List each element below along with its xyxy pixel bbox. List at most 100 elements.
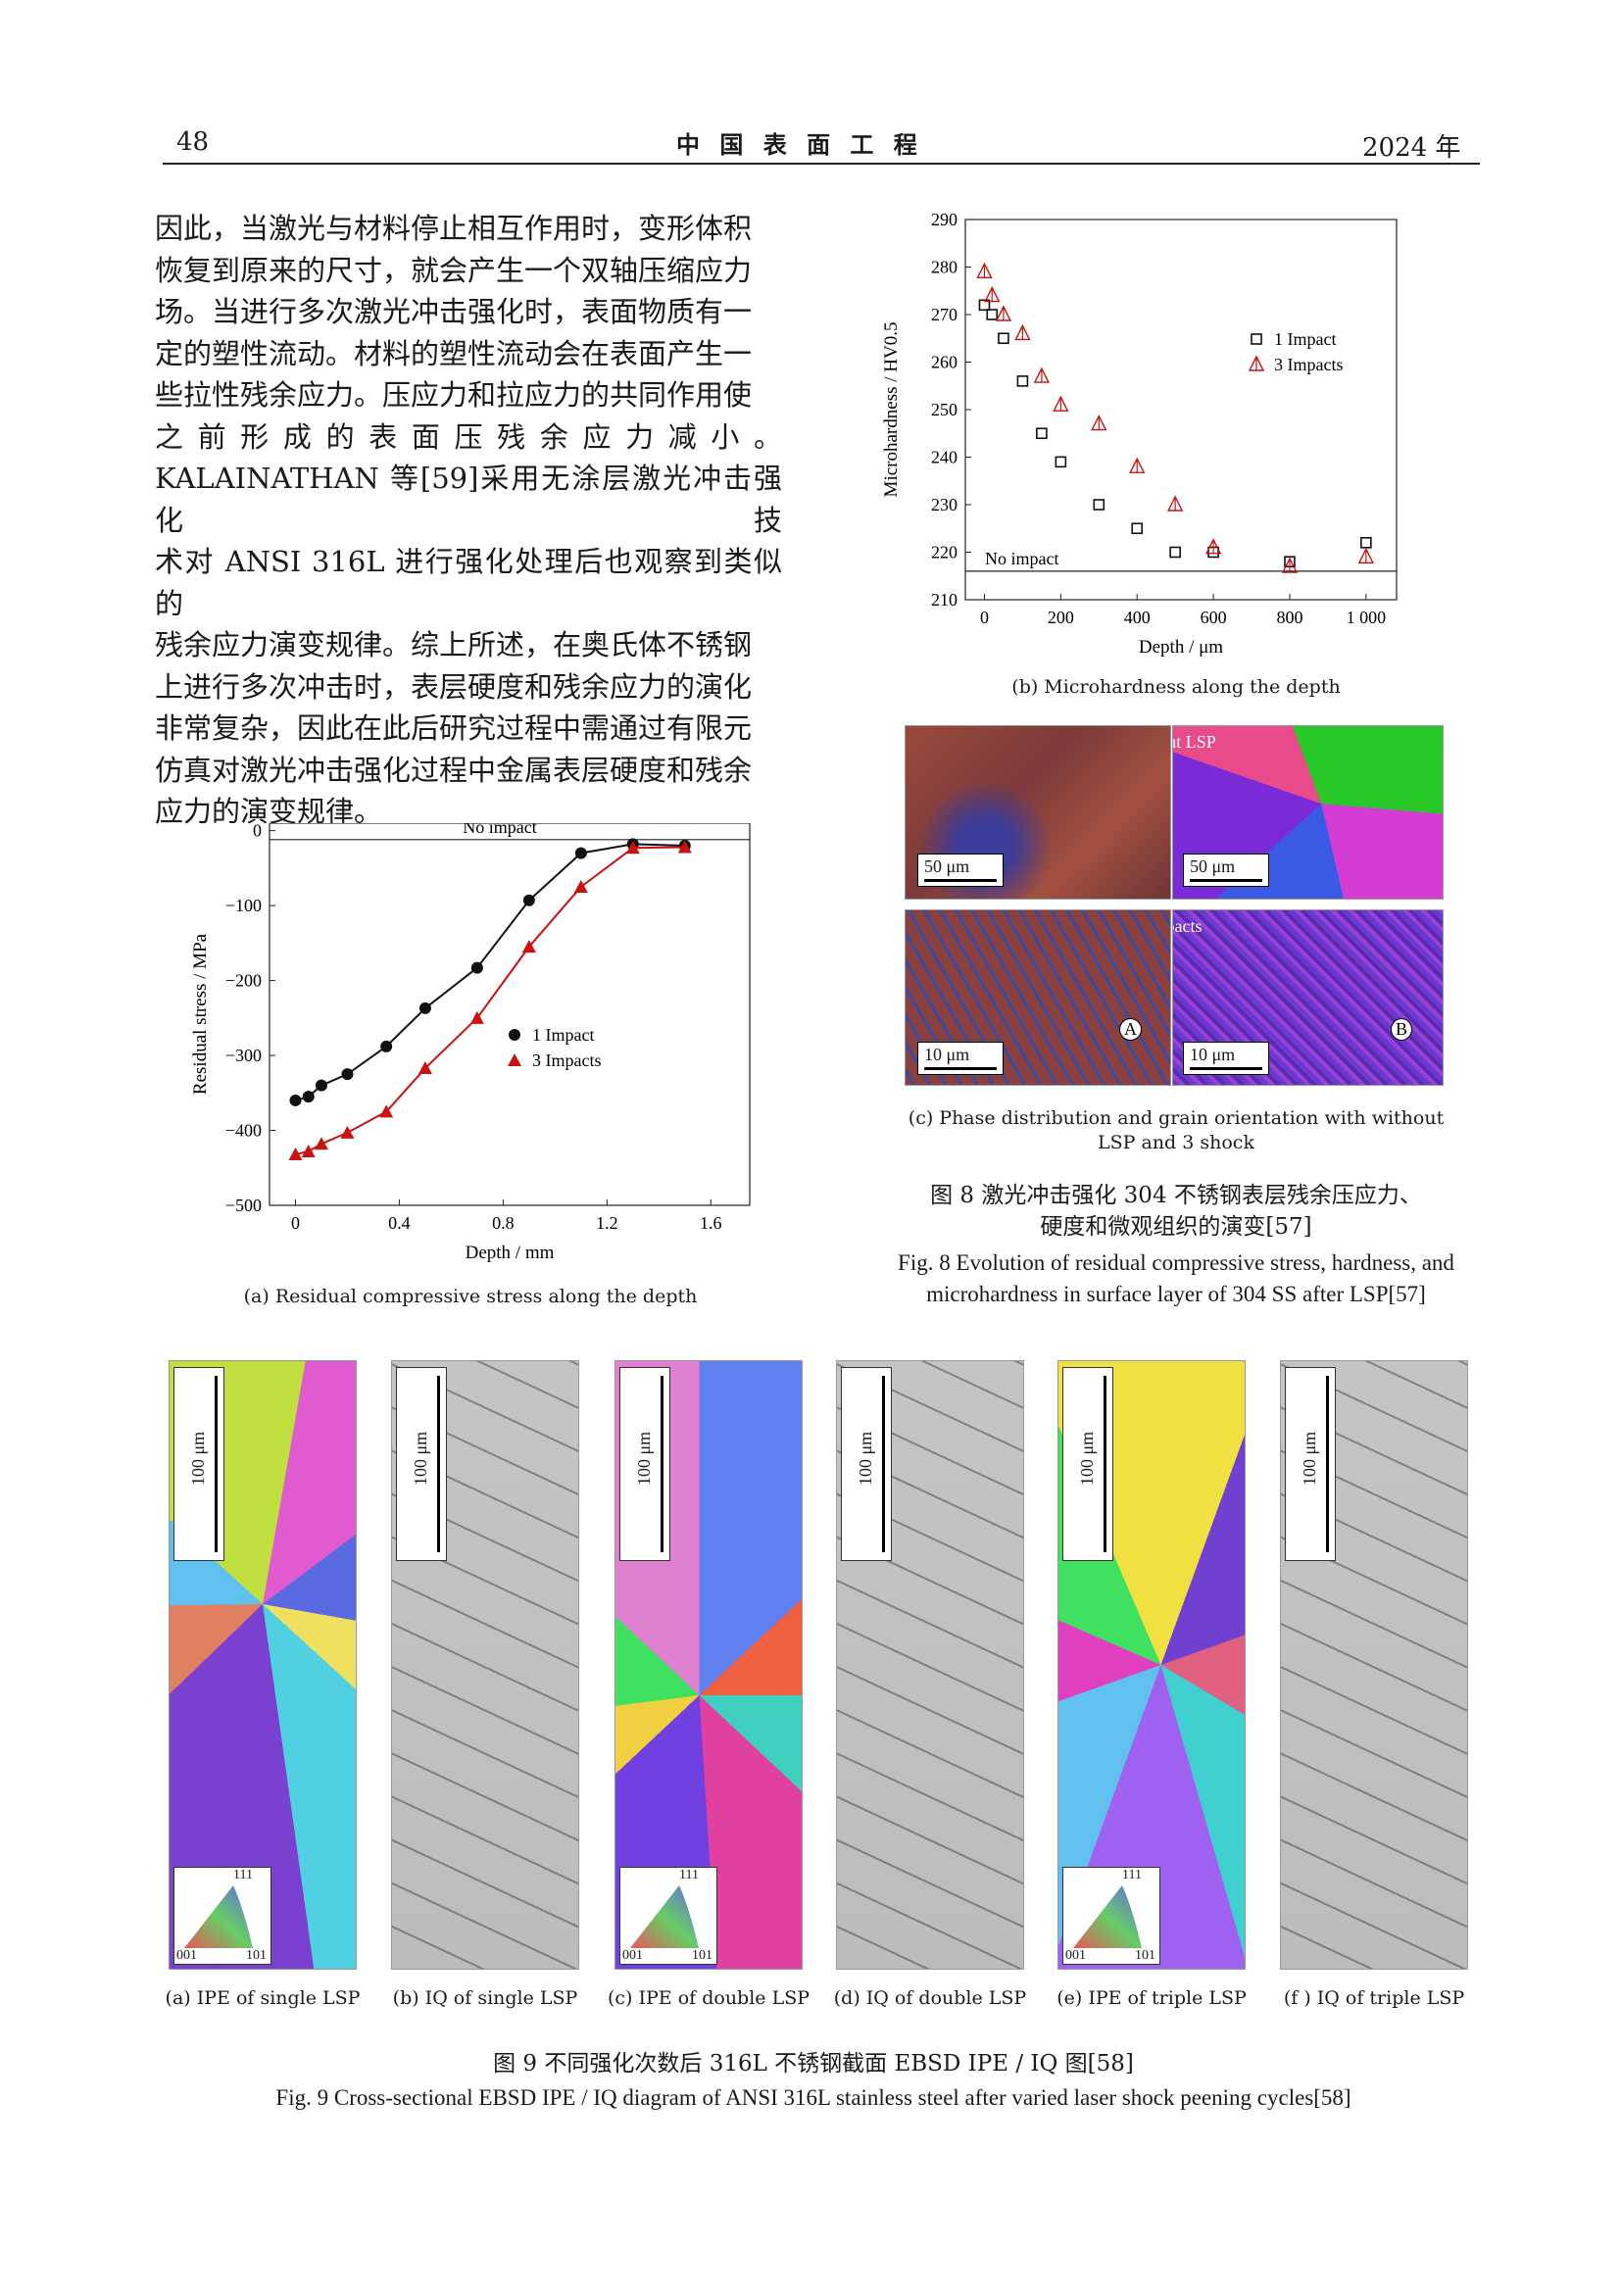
plot-frame (269, 823, 751, 1206)
data-point (976, 262, 993, 279)
fig9-panel-caption: (e) IPE of triple LSP (1056, 1987, 1247, 2009)
ebsd-iq-map: 100 μm (836, 1360, 1024, 1970)
data-point (998, 332, 1009, 345)
header-rule (163, 163, 1480, 165)
y-tick-label: −300 (225, 1046, 262, 1065)
scale-bar: 100 μm (619, 1367, 670, 1561)
fig9-panel-caption: (b) IQ of single LSP (392, 1987, 578, 2009)
y-tick-label: 240 (931, 448, 958, 467)
fig9-panel-caption: (d) IQ of double LSP (833, 1987, 1027, 2009)
fig9-panel-caption: (f ) IQ of triple LSP (1283, 1987, 1465, 2009)
data-point (301, 1144, 316, 1157)
fig8-caption-zh-line1: 图 8 激光冲击强化 304 不锈钢表层残余压应力、 (930, 1183, 1422, 1208)
fig8-caption-en-line1: Fig. 8 Evolution of residual compressive… (898, 1250, 1454, 1275)
x-tick-label: 600 (1201, 608, 1227, 627)
body-text-line: 场。当进行多次激光冲击强化时，表面物质有一 (155, 295, 753, 328)
ipf-color-key: 111 001 101 (619, 1867, 717, 1965)
no-impact-label: No impact (463, 823, 536, 837)
no-impact-label: No impact (985, 549, 1058, 568)
data-point (1131, 522, 1144, 535)
fig8-b-caption: (b) Microhardness along the depth (1011, 676, 1341, 698)
data-point (418, 1061, 432, 1075)
body-text-line: 术对 ANSI 316L 进行强化处理后也观察到类似的 (155, 545, 782, 620)
body-text-line: KALAINATHAN 等[59]采用无涂层激光冲击强化技 (155, 462, 782, 537)
fig8-c-caption-line2: LSP and 3 shock (1098, 1132, 1254, 1153)
marker-a: A (1119, 1018, 1142, 1041)
x-tick-label: 0 (980, 608, 989, 627)
data-point (1055, 456, 1067, 468)
data-point (1036, 427, 1048, 440)
data-point (1204, 538, 1222, 555)
data-point (1360, 536, 1372, 549)
scale-bar: 100 μm (396, 1367, 447, 1561)
ebsd-ipe-map: 100 μm 111 001 101 (614, 1360, 803, 1970)
fig9-caption-zh: 图 9 不同强化次数后 316L 不锈钢截面 EBSD IPE / IQ 图[5… (493, 2051, 1134, 2076)
data-point (573, 880, 588, 893)
body-text-line: 因此，当激光与材料停止相互作用时，变形体积 (155, 212, 753, 245)
data-point (1169, 546, 1181, 559)
y-tick-label: 270 (931, 305, 958, 324)
fig9-caption-en: Fig. 9 Cross-sectional EBSD IPE / IQ dia… (275, 2085, 1351, 2110)
data-point (380, 1040, 393, 1052)
y-tick-label: 210 (931, 590, 958, 610)
x-axis-label: Depth / μm (1139, 637, 1223, 658)
data-point (469, 1010, 484, 1024)
legend-label: 3 Impacts (1274, 355, 1343, 374)
data-point (574, 847, 587, 859)
data-point (289, 1094, 302, 1106)
microhardness-chart: 0 200 400 600 800 1 000 290 280 270 260 250 240 230 2… (881, 210, 1398, 658)
scale-bar: 100 μm (841, 1367, 892, 1561)
scale-bar: 50 μm (1183, 854, 1269, 887)
scale-bar: 10 μm (917, 1042, 1004, 1075)
data-point (521, 940, 536, 953)
x-tick-label: 400 (1124, 608, 1151, 627)
y-tick-label: 250 (931, 400, 958, 419)
data-point (340, 1125, 355, 1139)
plot-frame (964, 219, 1398, 601)
micrograph-3-impacts-phase: A 10 μm (905, 909, 1171, 1086)
label-3-impacts: 3 impacts (1173, 916, 1203, 936)
fig8-a-caption: (a) Residual compressive stress along th… (243, 1286, 698, 1307)
ipf-color-key: 111 001 101 (173, 1867, 271, 1965)
label-without-lsp: Without LSP (1173, 732, 1216, 752)
marker-b: B (1391, 1018, 1413, 1041)
scale-bar: 100 μm (1285, 1367, 1336, 1561)
page-number: 48 (176, 127, 210, 157)
fig8-caption-en-line2: microhardness in surface layer of 304 SS… (926, 1282, 1426, 1306)
y-tick-label: 290 (931, 210, 958, 229)
ebsd-ipe-map: 100 μm 111 001 101 (1057, 1360, 1246, 1970)
ipf-color-key: 111 001 101 (1062, 1867, 1160, 1965)
x-axis-label: Depth / mm (466, 1243, 555, 1263)
body-text-line: 仿真对激光冲击强化过程中金属表层硬度和残余 (155, 753, 753, 787)
y-tick-label: 0 (253, 823, 262, 841)
x-tick-label: 1.2 (596, 1213, 618, 1233)
series-curve (295, 846, 685, 1155)
data-point (1251, 333, 1262, 345)
body-text-line: 上进行多次冲击时，表层硬度和残余应力的演化 (155, 669, 753, 704)
data-point (341, 1068, 354, 1081)
y-tick-label: 220 (931, 543, 958, 562)
legend-label: 1 Impact (532, 1025, 594, 1045)
body-text-line: 之 前 形 成 的 表 面 压 残 余 应 力 减 小 。 (155, 419, 782, 454)
body-text-line: 非常复杂，因此在此后研究过程中需通过有限元 (155, 711, 753, 745)
body-text-line: 定的塑性流动。材料的塑性流动会在表面产生一 (155, 336, 753, 370)
x-tick-label: 200 (1048, 608, 1074, 627)
scale-bar: 100 μm (1062, 1367, 1113, 1561)
y-tick-label: 280 (931, 258, 958, 277)
body-text-line: 残余应力演变规律。综上所述，在奥氏体不锈钢 (155, 628, 753, 661)
fig9-panel-caption: (c) IPE of double LSP (608, 1987, 810, 2009)
data-point (986, 309, 999, 320)
ebsd-iq-map: 100 μm (391, 1360, 579, 1970)
body-text-line: 些拉性残余应力。压应力和拉应力的共同作用使 (155, 378, 753, 412)
body-text-line: 恢复到原来的尺寸，就会产生一个双轴压缩应力 (155, 253, 753, 287)
data-point (522, 894, 535, 906)
y-tick-label: −500 (225, 1196, 262, 1215)
x-tick-label: 0.8 (492, 1213, 515, 1233)
ebsd-iq-map: 100 μm (1280, 1360, 1468, 1970)
x-tick-label: 1 000 (1347, 608, 1387, 627)
fig9-panel-caption: (a) IPE of single LSP (165, 1987, 361, 2009)
data-point (379, 1104, 394, 1118)
micrograph-3-impacts-orientation: 3 impacts B 10 μm (1172, 909, 1444, 1086)
y-tick-label: 230 (931, 495, 958, 514)
scale-bar: 50 μm (917, 854, 1004, 887)
